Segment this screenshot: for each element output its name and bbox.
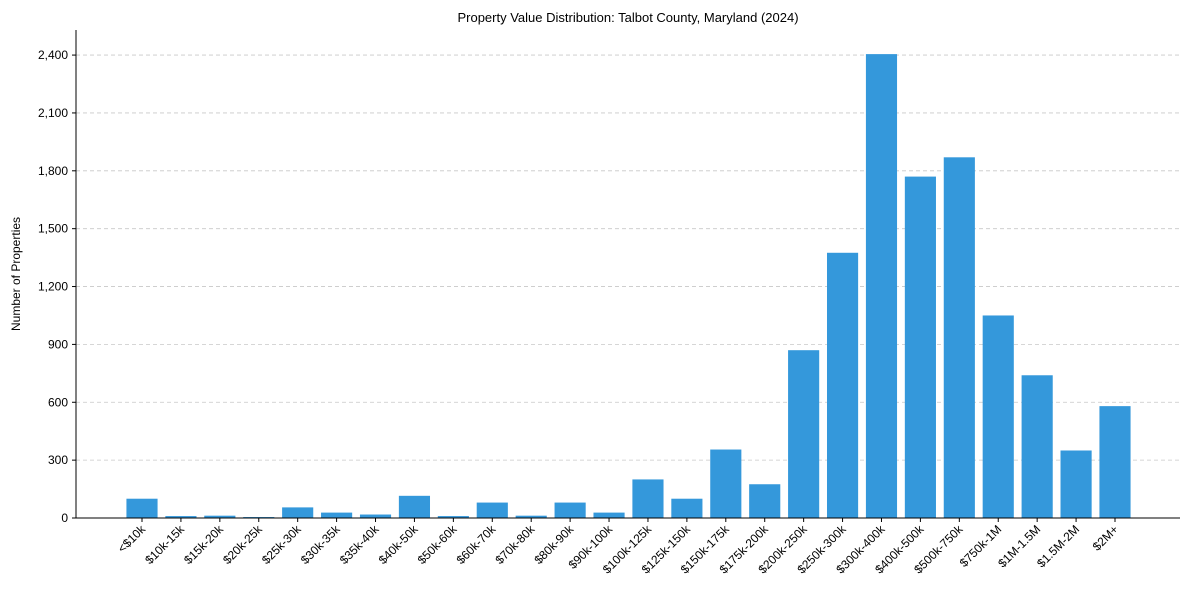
x-tick-label: $35k-40k (337, 522, 383, 568)
bars (126, 54, 1131, 519)
bar (359, 514, 392, 518)
x-tick-label: $40k-50k (376, 522, 422, 568)
y-ticks: 0 300 600 900 1,200 1,500 1,800 2,100 2,400 (38, 48, 76, 525)
y-tick-label: 1,500 (38, 222, 68, 236)
x-tick-label: $60k-70k (454, 522, 500, 568)
x-tick-label: $10k-15k (142, 522, 188, 568)
bar (165, 516, 197, 518)
chart-title: Property Value Distribution: Talbot Coun… (457, 10, 798, 25)
bar (437, 516, 469, 518)
bar (788, 350, 820, 518)
x-tick-label: $20k-25k (220, 522, 266, 568)
x-tick-label: <$10k (115, 522, 149, 556)
y-tick-label: 1,200 (38, 280, 68, 294)
x-tick-label: $2M+ (1090, 522, 1121, 553)
bar (826, 252, 859, 519)
x-tick-label: $50k-60k (415, 522, 461, 568)
y-tick-label: 300 (48, 453, 68, 467)
bar (126, 498, 158, 518)
y-tick-label: 2,400 (38, 48, 68, 62)
x-tick-label: $30k-35k (298, 522, 344, 568)
bar (204, 515, 236, 518)
bar (515, 515, 547, 518)
bar (593, 512, 625, 518)
bar (982, 315, 1014, 518)
bar (476, 502, 508, 518)
x-tick-label: $70k-80k (493, 522, 539, 568)
y-tick-label: 900 (48, 337, 68, 351)
x-tick-label: $15k-20k (181, 522, 227, 568)
bar (904, 176, 936, 518)
bar (671, 498, 703, 518)
grid-lines (76, 54, 1180, 461)
x-tick-label: $1.5M-2M (1034, 522, 1082, 570)
bar (1099, 406, 1131, 518)
y-tick-label: 600 (48, 395, 68, 409)
x-ticks: <$10k$10k-15k$15k-20k$20k-25k$25k-30k$30… (115, 518, 1121, 576)
x-tick-label: $25k-30k (259, 522, 305, 568)
bar (1021, 375, 1053, 518)
y-tick-label: 1,800 (38, 164, 68, 178)
bar (1060, 450, 1092, 518)
bar (554, 502, 586, 518)
bar (749, 484, 781, 518)
y-tick-label: 0 (61, 511, 68, 525)
bar (282, 507, 314, 518)
bar (632, 479, 664, 518)
y-tick-label: 2,100 (38, 106, 68, 120)
bar (321, 512, 353, 518)
bar (398, 495, 431, 518)
bar (943, 157, 975, 518)
y-axis-label: Number of Properties (9, 217, 23, 331)
bar (865, 54, 898, 519)
bar (710, 449, 742, 518)
axes (75, 30, 1180, 519)
